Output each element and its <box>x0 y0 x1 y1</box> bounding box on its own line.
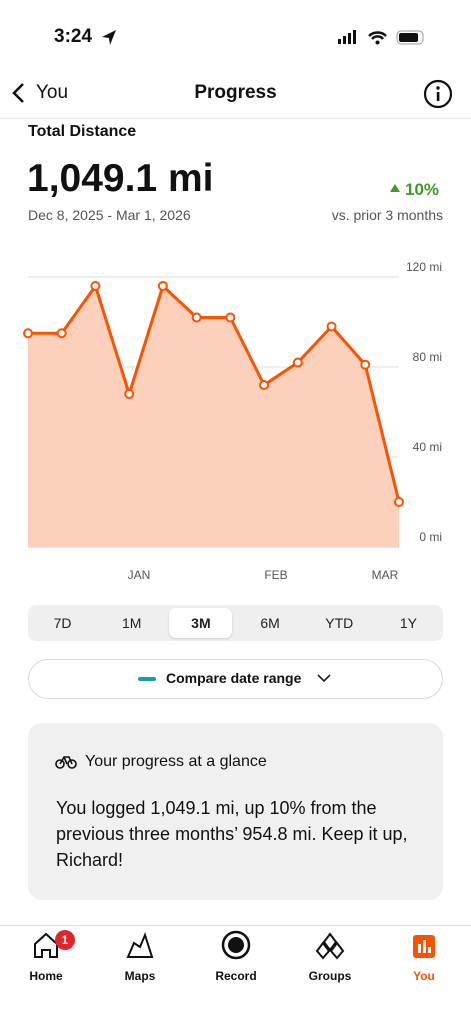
point <box>56 328 67 339</box>
tab-label[interactable]: Record <box>215 969 257 983</box>
point <box>394 497 404 507</box>
chart: 0 mi 40 mi 80 mi 120 mi JAN FEB MAR <box>23 260 442 582</box>
point <box>23 328 33 339</box>
tabbar-divider <box>0 925 471 926</box>
tab-record[interactable]: Record <box>196 930 276 983</box>
date-range: Dec 8, 2025 - Mar 1, 2026 <box>28 207 191 223</box>
point <box>90 281 101 291</box>
compare-swatch <box>138 677 156 681</box>
point <box>259 380 270 390</box>
change-note: vs. prior 3 months <box>331 207 443 223</box>
page-title: Progress <box>194 82 277 103</box>
change: 10% <box>405 180 440 199</box>
range-tab[interactable]: 6M <box>260 615 280 631</box>
line <box>28 284 401 503</box>
bike-icon <box>55 756 77 769</box>
home-icon <box>34 932 58 958</box>
tab-label[interactable]: Maps <box>124 969 156 983</box>
you-icon <box>413 935 435 958</box>
range-tab[interactable]: 7D <box>53 615 72 631</box>
record-icon <box>221 930 251 960</box>
tab-groups[interactable]: Groups <box>290 930 370 983</box>
back-icon[interactable] <box>10 82 30 104</box>
tab-maps[interactable]: Maps <box>100 930 180 983</box>
range-tab[interactable]: 1M <box>122 615 142 631</box>
groups-icon <box>315 932 345 960</box>
y-tick-label: 40 mi <box>413 440 442 454</box>
point <box>360 359 371 370</box>
point <box>124 389 135 399</box>
tab-label[interactable]: You <box>413 969 435 983</box>
y-tick-label: 0 mi <box>419 530 442 544</box>
point <box>225 312 236 323</box>
glance-title: Your progress at a glance <box>85 753 267 770</box>
tab-label[interactable]: Home <box>29 969 63 983</box>
point <box>326 321 337 332</box>
tab-you[interactable]: You <box>384 930 464 983</box>
location-icon <box>102 30 116 45</box>
point <box>292 357 303 368</box>
x-tick-label: JAN <box>128 568 151 582</box>
x-tick-label: MAR <box>372 568 399 582</box>
point <box>191 312 202 323</box>
info-button[interactable] <box>422 78 454 110</box>
divider <box>0 118 471 119</box>
range-tab[interactable]: 3M <box>169 608 233 638</box>
range-tabs: 7D 1M 3M 6M YTD 1Y <box>28 605 443 641</box>
status-time: 3:24 <box>54 26 93 47</box>
x-tick-label: FEB <box>264 568 287 582</box>
metric-total: 1,049.1 mi <box>27 157 214 200</box>
y-tick-label: 120 mi <box>406 260 442 274</box>
range-tab[interactable]: YTD <box>325 615 354 631</box>
maps-icon <box>126 932 154 958</box>
area <box>28 286 399 547</box>
badge: 1 <box>55 930 75 950</box>
glance-text: You logged 1,049.1 mi, up 10% from the p… <box>56 798 408 870</box>
status-icons <box>338 30 424 45</box>
up-arrow <box>390 184 400 192</box>
y-tick-label: 80 mi <box>413 350 442 364</box>
compare-button[interactable] <box>28 659 443 699</box>
tab-home[interactable]: Home <box>6 930 86 983</box>
metric-label: Total Distance <box>28 123 137 140</box>
tab-label[interactable]: Groups <box>308 969 352 983</box>
compare-label[interactable]: Compare date range <box>166 670 302 686</box>
back-label[interactable]: You <box>36 82 69 103</box>
point <box>157 281 168 291</box>
range-tab[interactable]: 1Y <box>399 615 417 631</box>
chevron <box>317 674 331 683</box>
glance-card <box>28 723 443 900</box>
